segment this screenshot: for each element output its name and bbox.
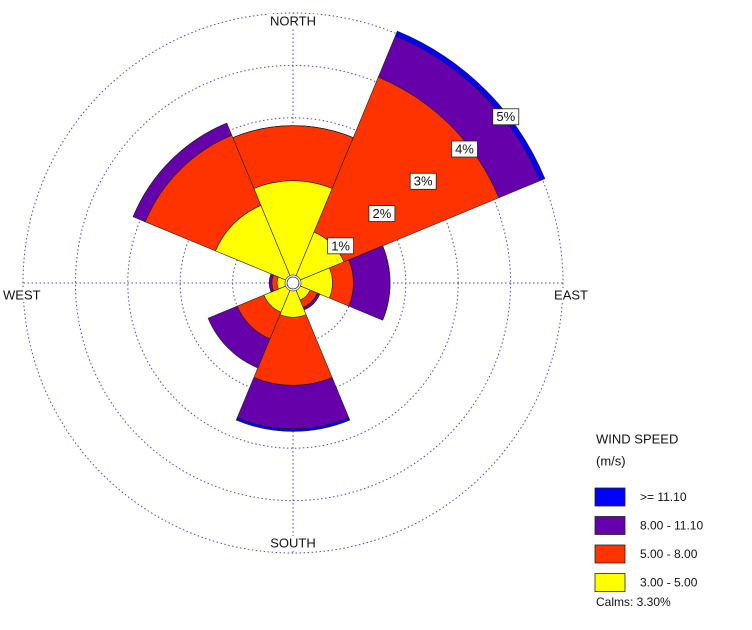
legend-title: (m/s): [596, 453, 626, 468]
legend-label: 8.00 - 11.10: [640, 519, 703, 533]
calm-circle: [286, 276, 300, 290]
wedge-segment: [207, 318, 258, 369]
direction-label: EAST: [554, 287, 588, 302]
wedge-segment: [235, 417, 351, 432]
ring-label-box: [327, 237, 354, 255]
legend-swatch: [594, 516, 626, 535]
ring-label: 3%: [414, 174, 433, 189]
ring-label: 2%: [372, 206, 391, 221]
ring-label: 4%: [455, 141, 474, 156]
direction-label: WEST: [3, 287, 41, 302]
legend-label: >= 11.10: [640, 490, 687, 504]
ring-label: 1%: [331, 238, 350, 253]
direction-label: SOUTH: [270, 535, 316, 550]
wedge-segment: [329, 259, 354, 307]
legend-label: 5.00 - 8.00: [640, 547, 698, 561]
wedge-segment: [232, 125, 354, 189]
grid-ring: [127, 117, 459, 449]
grid-ring: [74, 64, 512, 502]
legend-swatch: [594, 573, 626, 592]
legend-swatch: [594, 487, 626, 507]
wedge-segment: [394, 30, 546, 182]
legend-swatch: [594, 544, 626, 564]
ring-label-box: [368, 205, 396, 222]
direction-label: NORTH: [270, 13, 316, 28]
ring-label-box: [492, 108, 520, 126]
calms-note: Calms: 3.30%: [596, 595, 671, 609]
grid-ring: [22, 12, 564, 554]
wedge-segment: [236, 377, 350, 430]
legend-label: 3.00 - 5.00: [640, 576, 698, 590]
legend-title: WIND SPEED: [596, 431, 678, 446]
ring-label: 5%: [496, 109, 515, 124]
ring-label-box: [409, 172, 437, 190]
ring-label-box: [451, 140, 478, 158]
